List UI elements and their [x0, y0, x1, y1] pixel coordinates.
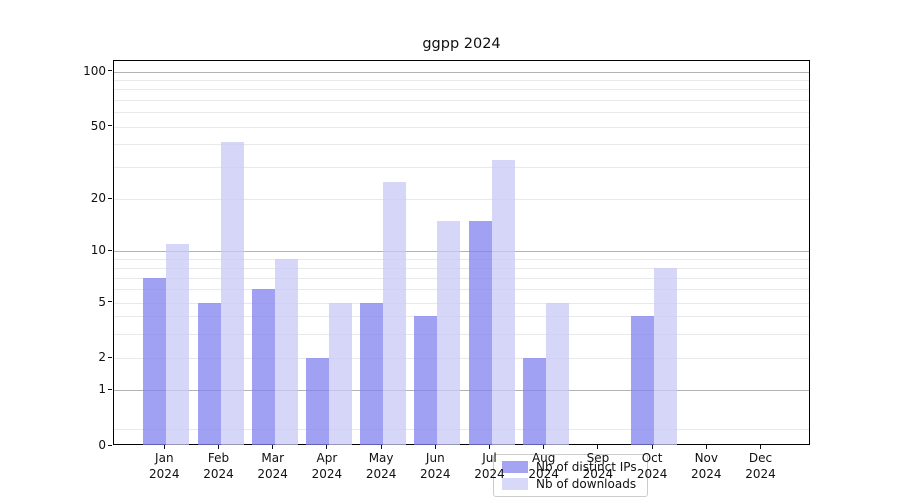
gridline-minor [114, 277, 809, 279]
x-tick-label-jun: Jun 2024 [420, 451, 451, 481]
bar-distinct-ips-apr [305, 358, 329, 445]
gridline-minor [114, 316, 809, 318]
gridline-minor [114, 302, 809, 304]
legend-label-distinct-ips: Nb of distinct IPs [536, 460, 637, 474]
gridline-minor [114, 100, 809, 101]
bar-downloads-jan [166, 243, 190, 445]
x-tick-label-oct: Oct 2024 [636, 451, 668, 481]
y-tick-mark [108, 356, 112, 358]
x-tick-label-may: May 2024 [365, 451, 397, 481]
bar-distinct-ips-jan [143, 277, 167, 445]
x-tick-label-jul: Jul 2024 [474, 451, 505, 481]
y-tick-mark [108, 125, 112, 127]
x-tick-label-nov: Nov 2024 [691, 451, 722, 481]
x-tick-label-mar: Mar 2024 [257, 451, 288, 481]
bar-downloads-jun [437, 220, 461, 445]
gridline-minor [114, 89, 809, 91]
x-tick-mark [760, 445, 761, 449]
x-tick-mark [543, 445, 545, 449]
gridline-minor [114, 258, 809, 260]
legend-item-downloads: Nb of downloads [502, 477, 637, 491]
y-tick-label: 2 [98, 350, 106, 365]
bar-downloads-feb [220, 142, 244, 445]
gridline-minor [114, 429, 809, 431]
legend-swatch-distinct-ips [502, 461, 528, 473]
y-tick-label: 10 [90, 243, 106, 257]
bar-distinct-ips-mar [251, 289, 275, 445]
bar-downloads-apr [328, 302, 352, 445]
x-tick-mark [380, 445, 382, 449]
gridline-minor [114, 199, 809, 201]
bar-distinct-ips-jun [414, 316, 438, 445]
y-tick-mark [108, 70, 112, 72]
gridline-minor [114, 167, 809, 169]
gridline-minor [114, 112, 809, 114]
x-tick-mark [434, 445, 436, 449]
bar-distinct-ips-jul [468, 220, 492, 445]
x-tick-mark [597, 445, 599, 449]
y-tick-mark [108, 444, 112, 446]
y-tick-label: 20 [90, 191, 106, 206]
x-tick-label-sep: Sep 2024 [582, 451, 614, 481]
x-tick-label-jan: Jan 2024 [149, 451, 180, 481]
bar-downloads-jul [491, 159, 515, 445]
y-tick-label: 100 [83, 63, 106, 78]
bar-downloads-oct [654, 267, 678, 445]
bar-downloads-may [383, 181, 407, 445]
x-tick-label-dec: Dec 2024 [745, 451, 776, 481]
gridline-minor [114, 144, 809, 146]
gridline-major [114, 251, 809, 252]
gridline-minor [114, 333, 809, 335]
chart-title: ggpp 2024 [422, 36, 501, 52]
x-tick-mark [651, 445, 653, 449]
x-tick-mark [489, 445, 490, 449]
gridline-minor [114, 126, 809, 128]
legend-item-distinct-ips: Nb of distinct IPs [502, 460, 637, 474]
x-tick-mark [326, 445, 328, 449]
y-tick-mark [108, 197, 112, 199]
gridline-major [114, 390, 809, 392]
bar-distinct-ips-aug [522, 358, 546, 445]
gridline-minor [114, 267, 809, 269]
x-tick-mark [163, 445, 165, 449]
gridline-minor [114, 80, 809, 82]
x-tick-label-aug: Aug 2024 [528, 451, 559, 481]
x-tick-mark [218, 445, 219, 449]
y-tick-label: 5 [98, 294, 106, 309]
gridline-minor [114, 289, 809, 291]
legend-swatch-downloads [502, 478, 528, 490]
gridline-major [114, 71, 809, 73]
x-tick-label-apr: Apr 2024 [311, 451, 343, 481]
bar-distinct-ips-oct [631, 316, 655, 445]
y-tick-label: 50 [90, 118, 106, 133]
legend-label-downloads: Nb of downloads [536, 477, 637, 491]
gridline-minor [114, 358, 809, 360]
bar-downloads-aug [545, 302, 569, 445]
plot-area: Nb of distinct IPs Nb of downloads [113, 60, 810, 497]
bar-downloads-mar [274, 258, 298, 445]
bar-distinct-ips-feb [197, 302, 221, 445]
y-tick-mark [108, 388, 112, 390]
x-tick-label-feb: Feb 2024 [203, 451, 234, 481]
y-tick-mark [108, 249, 112, 251]
legend: Nb of distinct IPs Nb of downloads [493, 454, 648, 497]
bar-distinct-ips-may [360, 302, 384, 445]
y-tick-mark [108, 301, 112, 303]
x-tick-mark [705, 445, 707, 449]
y-tick-label: 0 [98, 438, 106, 452]
y-tick-label: 1 [98, 382, 106, 397]
x-tick-mark [272, 445, 274, 449]
